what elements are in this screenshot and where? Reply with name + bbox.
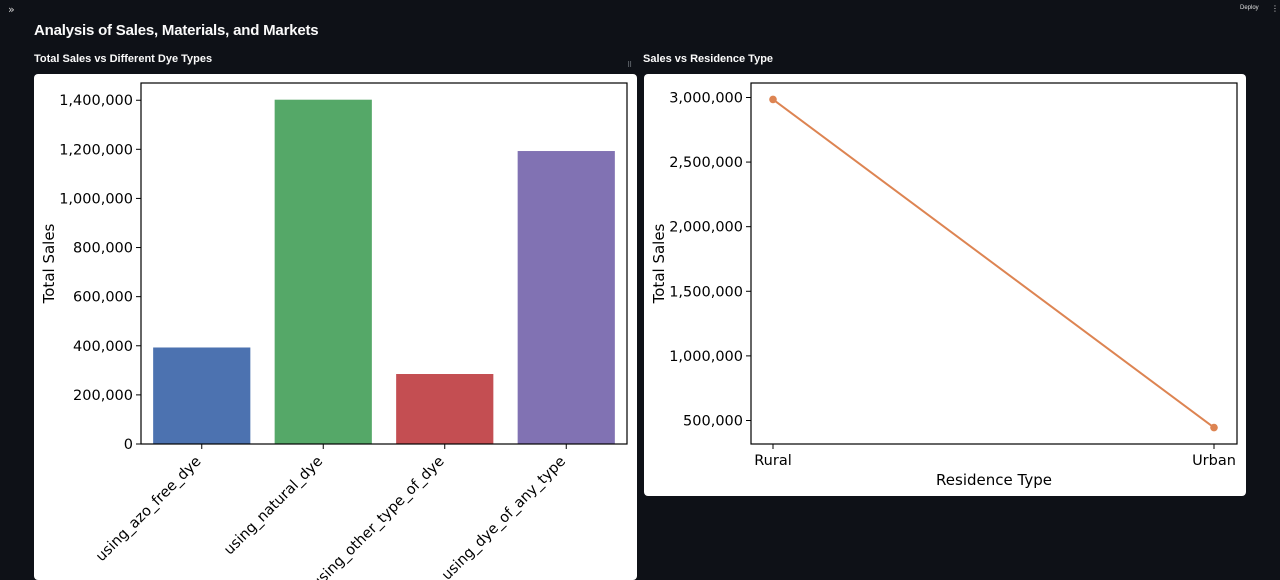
sales-line [772,98,1215,429]
drag-handle-icon[interactable]: ⠿ [627,61,633,69]
y-tick-label: 1,500,000 [669,284,743,300]
y-tick-label: 600,000 [73,290,133,306]
x-tick-label: using_other_type_of_dye [309,453,448,580]
y-tick-label: 1,200,000 [59,142,133,158]
page-title: Analysis of Sales, Materials, and Market… [34,22,319,39]
deploy-button[interactable]: Deploy [1240,5,1259,11]
y-tick-label: 1,000,000 [669,349,743,365]
y-tick-label: 3,000,000 [669,90,743,106]
y-tick-label: 0 [124,437,133,453]
x-tick-label: using_dye_of_any_type [439,453,569,580]
y-tick-label: 200,000 [73,388,133,404]
x-axis-label: Residence Type [936,471,1052,489]
data-point-urban [1210,423,1218,432]
dye-chart-card: 0 200,000 400,000 600,000 800,000 1,000,000 1,… [34,74,637,580]
y-tick-label: 1,000,000 [59,191,133,207]
expand-sidebar-icon[interactable]: » [8,3,15,16]
data-point-rural [769,95,777,104]
x-tick-label: Rural [754,453,792,469]
residence-sales-line-chart: 500,000 1,000,000 1,500,000 2,000,000 2,500,… [650,82,1238,489]
x-tick-label: using_natural_dye [221,453,326,558]
bar-using-other-type-of-dye [396,374,494,444]
y-tick-label: 2,000,000 [669,220,743,236]
y-axis-label: Total Sales [650,223,668,304]
residence-chart-title: Sales vs Residence Type [643,53,774,65]
x-tick-label: using_azo_free_dye [93,453,204,564]
main-menu-icon[interactable]: ⋮ [1271,4,1279,13]
residence-chart-card: 500,000 1,000,000 1,500,000 2,000,000 2,500,… [644,74,1246,496]
y-tick-label: 2,500,000 [669,155,743,171]
dye-sales-bar-chart: 0 200,000 400,000 600,000 800,000 1,000,000 1,… [40,82,628,580]
y-tick-label: 1,400,000 [59,93,133,109]
x-tick-label: Urban [1192,453,1236,469]
y-tick-label: 800,000 [73,241,133,257]
plot-frame [750,82,1238,445]
dye-chart-title: Total Sales vs Different Dye Types [34,53,213,65]
y-tick-label: 400,000 [73,339,133,355]
bar-using-dye-of-any-type [517,151,615,444]
y-axis-label: Total Sales [40,223,58,304]
y-tick-label: 500,000 [683,413,743,429]
bar-using-azo-free-dye [153,347,251,444]
bar-using-natural-dye [274,99,372,445]
plot-frame [140,82,628,445]
